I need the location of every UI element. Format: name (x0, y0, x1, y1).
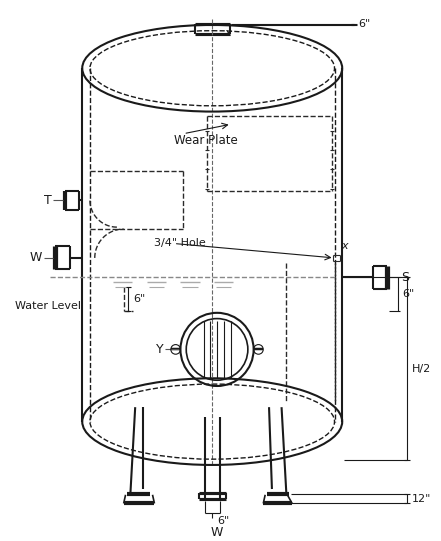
Text: H/2: H/2 (411, 364, 431, 374)
Text: Wear Plate: Wear Plate (174, 134, 237, 147)
Text: Water Level: Water Level (15, 301, 81, 311)
Text: T: T (44, 194, 52, 207)
Text: W: W (211, 526, 223, 539)
Text: W: W (30, 252, 42, 265)
Text: 3/4" Hole: 3/4" Hole (154, 239, 206, 248)
Text: S: S (401, 270, 409, 283)
Text: 6": 6" (359, 19, 371, 29)
Text: 12": 12" (411, 493, 431, 504)
Text: x: x (224, 28, 230, 38)
Text: x: x (341, 241, 348, 252)
Text: 6": 6" (217, 516, 229, 526)
Text: 6": 6" (133, 294, 146, 304)
Text: 6": 6" (402, 289, 414, 299)
Text: Y: Y (156, 343, 163, 356)
